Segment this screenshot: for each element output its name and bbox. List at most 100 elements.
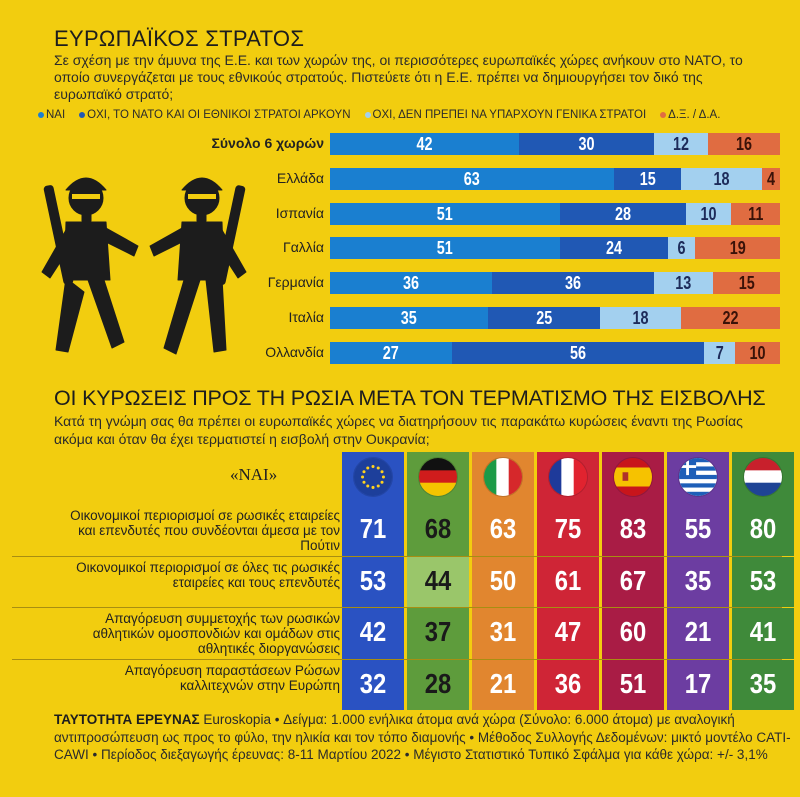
- cell-value: 21: [684, 616, 712, 647]
- table-cell: 36: [537, 659, 599, 710]
- eu-flag-icon: [353, 457, 393, 497]
- answer-label-yes: «ΝΑΙ»: [230, 465, 278, 484]
- table-cell: 71: [342, 505, 404, 556]
- data-label: 36: [402, 273, 420, 294]
- table-cell: 60: [602, 608, 664, 659]
- bar-segment: 18: [681, 167, 762, 190]
- cell-value: 36: [554, 667, 582, 699]
- table-cell: 28: [407, 659, 469, 710]
- bar-segment: 35: [330, 307, 488, 329]
- bar-segment: 30: [519, 133, 654, 155]
- data-label: 24: [605, 238, 622, 259]
- row-label: Απαγόρευση παραστάσεων Ρώσων καλλιτεχνών…: [124, 662, 340, 693]
- category-label: Γερμανία: [267, 274, 324, 291]
- cell-value: 31: [489, 616, 517, 647]
- france-flag-icon: [548, 457, 588, 497]
- category-label: Σύνολο 6 χωρών: [211, 135, 325, 151]
- bar-segment: 22: [681, 307, 780, 329]
- stacked-bar: 51 24 6 19: [330, 237, 780, 260]
- row-label: Οικονομικοί περιορισμοί σε όλες τις ρωσι…: [76, 559, 340, 590]
- row-label: Οικονομικοί περιορισμοί σε ρωσικές εταιρ…: [70, 508, 340, 553]
- table-cell: 75: [537, 505, 599, 556]
- data-label: 42: [416, 134, 433, 154]
- legend-swatch: [364, 112, 371, 118]
- cell-value: 63: [489, 513, 517, 544]
- column-header: [472, 452, 534, 505]
- soldiers-illustration: [41, 177, 247, 355]
- bar-segment: 15: [712, 272, 780, 295]
- data-label: 51: [436, 238, 453, 259]
- cell-value: 83: [619, 513, 647, 544]
- category-label: Ελλάδα: [276, 169, 324, 186]
- bar-segment: 56: [451, 341, 704, 364]
- data-label: 15: [639, 168, 656, 189]
- bar-segment: 16: [708, 133, 780, 155]
- data-label: 30: [578, 134, 595, 154]
- data-label: 6: [676, 238, 685, 259]
- data-label: 35: [400, 308, 417, 328]
- data-label: 36: [564, 273, 582, 294]
- bar-segment: 13: [654, 272, 713, 295]
- bar-segment: 28: [559, 202, 686, 225]
- column-header: [667, 452, 729, 505]
- table-cell: 41: [732, 608, 794, 659]
- table-cell: 44: [407, 556, 469, 607]
- footnote-text: Euroskopia • Δείγμα: 1.000 ενήλικα άτομα…: [54, 712, 791, 762]
- row-label: Απαγόρευση συμμετοχής των ρωσικών αθλητι…: [92, 611, 340, 656]
- spain-flag-icon: [613, 457, 653, 497]
- bar-segment: 63: [330, 167, 614, 190]
- table-cell: 35: [732, 659, 794, 710]
- legend-item: ΟΧΙ, ΔΕΝ ΠΡΕΠΕΙ ΝΑ ΥΠΑΡΧΟΥΝ ΓΕΝΙΚΑ ΣΤΡΑΤ…: [364, 109, 646, 121]
- row-divider: [12, 607, 782, 608]
- table-cell: 50: [472, 556, 534, 607]
- stacked-bar: 27 56 7 10: [330, 341, 780, 364]
- survey-question-sanctions: Κατά τη γνώμη σας θα πρέπει οι ευρωπαϊκέ…: [54, 413, 743, 447]
- cell-value: 35: [749, 667, 777, 699]
- bar-segment: 6: [667, 237, 695, 260]
- column-header: [342, 452, 404, 505]
- category-label: Ιταλία: [288, 309, 324, 325]
- legend-item: Δ.Ξ. / Δ.Α.: [660, 109, 720, 121]
- data-label: 27: [382, 342, 399, 363]
- bar-segment: 27: [330, 341, 452, 364]
- cell-value: 32: [359, 667, 387, 699]
- column-header: [537, 452, 599, 505]
- bar-segment: 25: [487, 307, 600, 329]
- bar-segment: 51: [330, 237, 560, 260]
- table-cell: 68: [407, 505, 469, 556]
- data-label: 16: [735, 134, 753, 154]
- data-label: 15: [738, 273, 755, 294]
- table-cell: 31: [472, 608, 534, 659]
- table-cell: 51: [602, 659, 664, 710]
- cell-value: 80: [749, 513, 777, 544]
- cell-value: 17: [684, 667, 712, 699]
- cell-value: 51: [619, 667, 647, 699]
- data-label: 19: [729, 238, 746, 259]
- table-cell: 80: [732, 505, 794, 556]
- cell-value: 44: [424, 564, 452, 596]
- bar-segment: 4: [762, 167, 780, 190]
- italy-flag-icon: [483, 457, 523, 497]
- cell-value: 37: [424, 616, 452, 647]
- table-cell: 63: [472, 505, 534, 556]
- legend-label: ΝΑΙ: [46, 109, 66, 121]
- table-cell: 53: [732, 556, 794, 607]
- bar-segment: 18: [600, 307, 681, 329]
- cell-value: 42: [359, 616, 387, 647]
- chart-title-sanctions: ΟΙ ΚΥΡΩΣΕΙΣ ΠΡΟΣ ΤΗ ΡΩΣΙΑ ΜΕΤΑ ΤΟΝ ΤΕΡΜΑ…: [54, 386, 766, 410]
- row-divider: [12, 658, 782, 660]
- cell-value: 67: [619, 564, 647, 596]
- table-cell: 55: [667, 505, 729, 556]
- cell-value: 21: [489, 667, 517, 699]
- data-label: 12: [672, 134, 690, 154]
- bar-segment: 10: [735, 341, 780, 364]
- category-label: Ισπανία: [275, 204, 324, 221]
- netherlands-flag-icon: [743, 457, 783, 497]
- column-header: [602, 452, 664, 505]
- table-cell: 42: [342, 608, 404, 659]
- greece-flag-icon: [678, 457, 718, 497]
- data-label: 11: [747, 203, 763, 224]
- table-cell: 17: [667, 659, 729, 710]
- bar-segment: 10: [685, 202, 731, 225]
